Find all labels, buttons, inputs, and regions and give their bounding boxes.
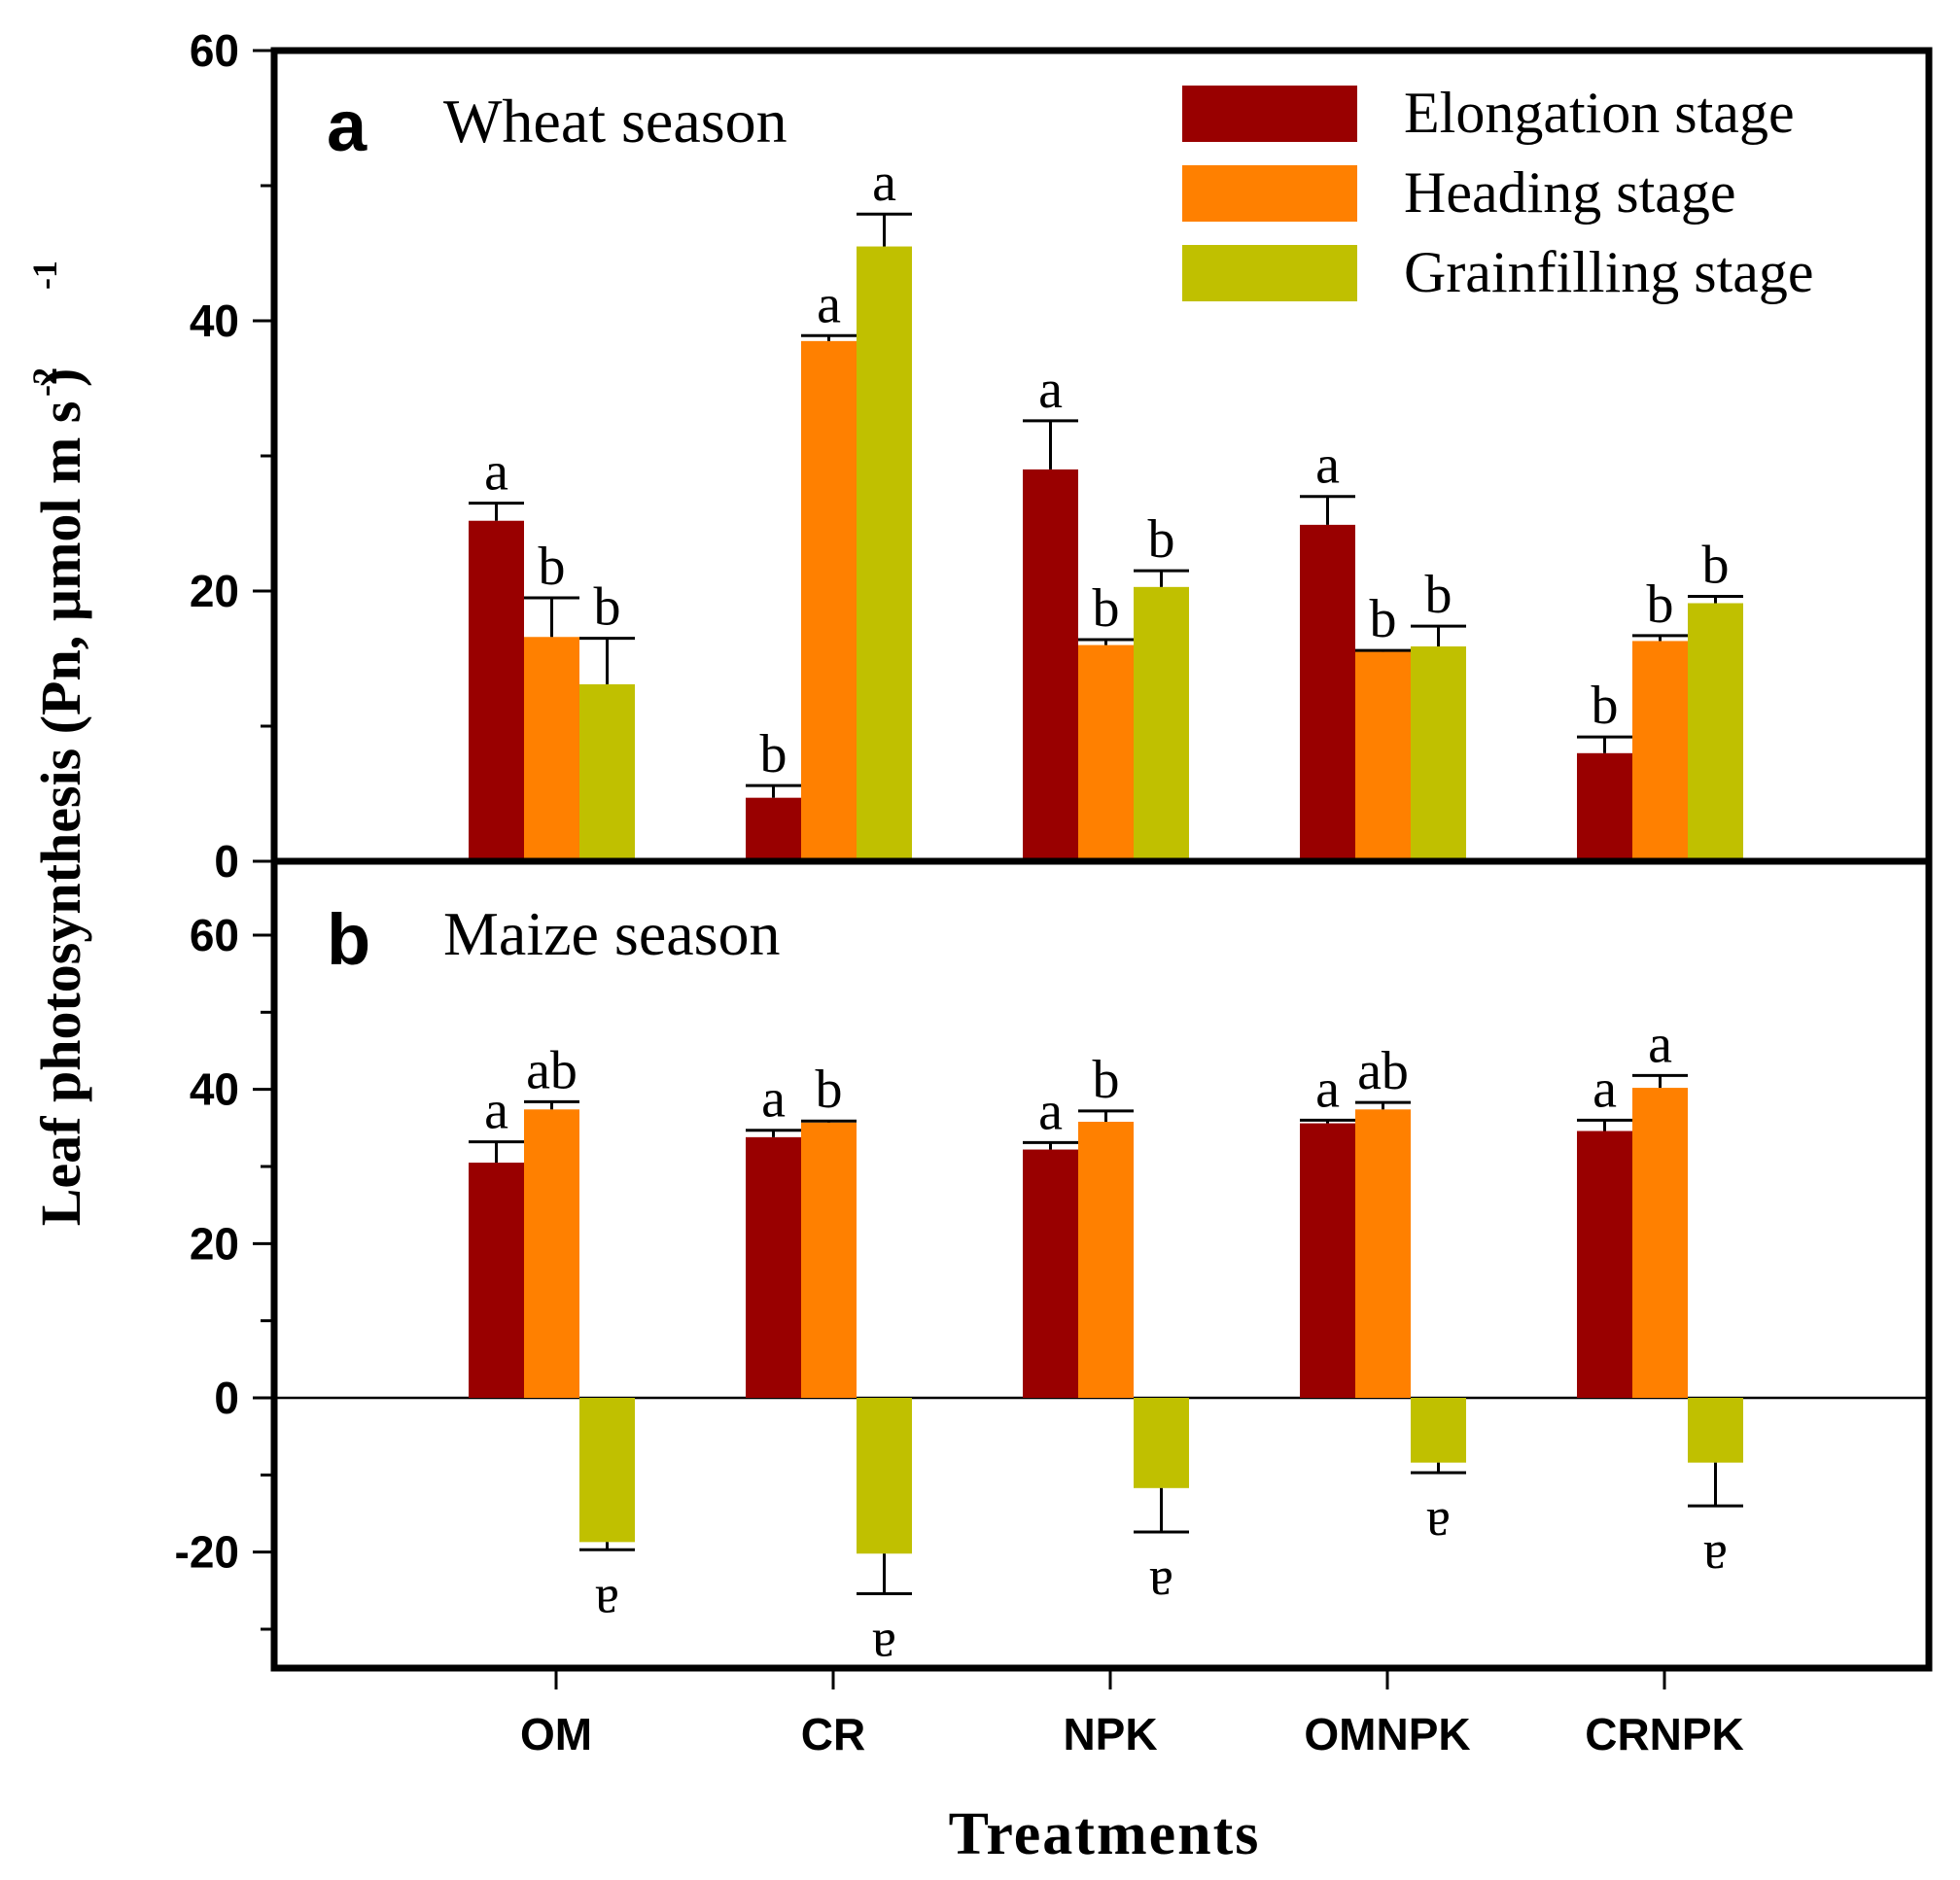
bar-crnpk-elongation (1577, 752, 1632, 861)
y-axis-title: Leaf photosynthesis (Pn, µmol m s ) (29, 368, 92, 1227)
y-axis-title-sup-m2: -2 (25, 367, 64, 397)
significance-letter: a (872, 1619, 896, 1679)
y-tick-label: 40 (190, 1064, 239, 1115)
bar-crnpk-elongation (1577, 1131, 1632, 1398)
bar-cr-heading (801, 1122, 857, 1398)
bar-cr-grainfilling (857, 246, 912, 862)
legend-label: Heading stage (1404, 160, 1736, 225)
significance-letter: a (595, 1574, 619, 1634)
significance-letter: a (1315, 435, 1340, 496)
bar-om-heading (524, 637, 579, 861)
bar-npk-heading (1078, 644, 1134, 861)
legend-swatch (1182, 245, 1357, 301)
significance-letter: b (816, 1060, 843, 1120)
bar-om-heading (524, 1109, 579, 1398)
significance-letter: b (1370, 589, 1397, 649)
significance-letter: a (872, 153, 896, 213)
x-axis-title: Treatments (949, 1801, 1261, 1867)
panel-frame (270, 857, 1933, 1672)
bar-cr-heading (801, 340, 857, 862)
significance-letter: a (1038, 1081, 1063, 1141)
significance-letter: a (484, 442, 508, 503)
panel-title: Wheat season (443, 87, 788, 156)
bar-omnpk-heading (1355, 651, 1411, 861)
y-tick-label: 0 (214, 1373, 239, 1423)
x-tick-label: CR (801, 1709, 865, 1759)
bar-npk-elongation (1023, 1149, 1078, 1398)
y-tick-label: 20 (190, 566, 239, 616)
bar-om-elongation (469, 1163, 524, 1398)
significance-letter: a (1426, 1497, 1451, 1557)
y-tick-label: 60 (190, 25, 239, 76)
significance-letter: a (761, 1069, 786, 1130)
y-tick-label: 0 (214, 836, 239, 887)
y-axis-title-sup-s1: -1 (25, 261, 64, 290)
x-tick-label: NPK (1063, 1709, 1157, 1759)
bar-om-grainfilling (579, 683, 635, 861)
significance-letter: b (760, 724, 788, 784)
significance-letter: b (539, 537, 566, 597)
bar-om-grainfilling (579, 1398, 635, 1543)
y-tick-label: 40 (190, 296, 239, 346)
significance-letter: a (1038, 360, 1063, 420)
significance-letter: b (594, 577, 621, 638)
panel-letter: b (327, 899, 370, 980)
bar-omnpk-grainfilling (1411, 645, 1466, 861)
bar-crnpk-grainfilling (1688, 1398, 1743, 1463)
x-tick-label: CRNPK (1585, 1709, 1744, 1759)
significance-letter: b (1093, 578, 1120, 639)
significance-letter: a (484, 1081, 508, 1141)
significance-letter: b (1592, 676, 1619, 736)
bar-npk-grainfilling (1134, 1398, 1189, 1488)
x-tick-label: OM (520, 1709, 592, 1759)
significance-letter: a (1315, 1059, 1340, 1119)
y-axis-title-main: Leaf photosynthesis (Pn, µmol m s ) (29, 368, 92, 1227)
bar-cr-elongation (746, 1136, 801, 1398)
bar-npk-heading (1078, 1121, 1134, 1398)
significance-letter: a (817, 274, 841, 334)
legend-label: Elongation stage (1404, 81, 1795, 145)
bar-npk-grainfilling (1134, 586, 1189, 861)
y-tick-label: 20 (190, 1218, 239, 1269)
legend-swatch (1182, 165, 1357, 222)
bar-omnpk-heading (1355, 1109, 1411, 1398)
bar-crnpk-heading (1632, 641, 1688, 861)
bar-omnpk-elongation (1300, 1123, 1355, 1398)
bar-npk-elongation (1023, 469, 1078, 861)
significance-letter: ab (1357, 1041, 1409, 1101)
significance-letter: b (1148, 509, 1175, 570)
x-tick-label: OMNPK (1304, 1709, 1470, 1759)
legend: Elongation stage Heading stage Grainfillin… (1182, 81, 1814, 304)
significance-letter: b (1702, 536, 1730, 596)
bar-omnpk-grainfilling (1411, 1398, 1466, 1463)
y-tick-label: 60 (190, 910, 239, 960)
bar-crnpk-heading (1632, 1088, 1688, 1398)
significance-letter: b (1093, 1050, 1120, 1110)
bar-crnpk-grainfilling (1688, 603, 1743, 861)
bar-omnpk-elongation (1300, 524, 1355, 861)
panel-title: Maize season (443, 899, 781, 968)
bar-cr-grainfilling (857, 1398, 912, 1554)
y-tick-label: -20 (175, 1527, 239, 1578)
significance-letter: a (1648, 1014, 1672, 1074)
x-axis: OM CR NPK OMNPK CRNPK (520, 1668, 1744, 1759)
significance-letter: b (1647, 574, 1674, 635)
significance-letter: a (1703, 1530, 1728, 1590)
bar-cr-elongation (746, 797, 801, 861)
legend-label: Grainfilling stage (1404, 240, 1814, 304)
bar-om-elongation (469, 520, 524, 861)
significance-letter: ab (526, 1040, 578, 1100)
panel-letter: a (327, 86, 368, 166)
legend-swatch (1182, 86, 1357, 142)
significance-letter: a (1149, 1556, 1173, 1617)
significance-letter: a (1592, 1059, 1617, 1119)
significance-letter: b (1425, 565, 1452, 625)
